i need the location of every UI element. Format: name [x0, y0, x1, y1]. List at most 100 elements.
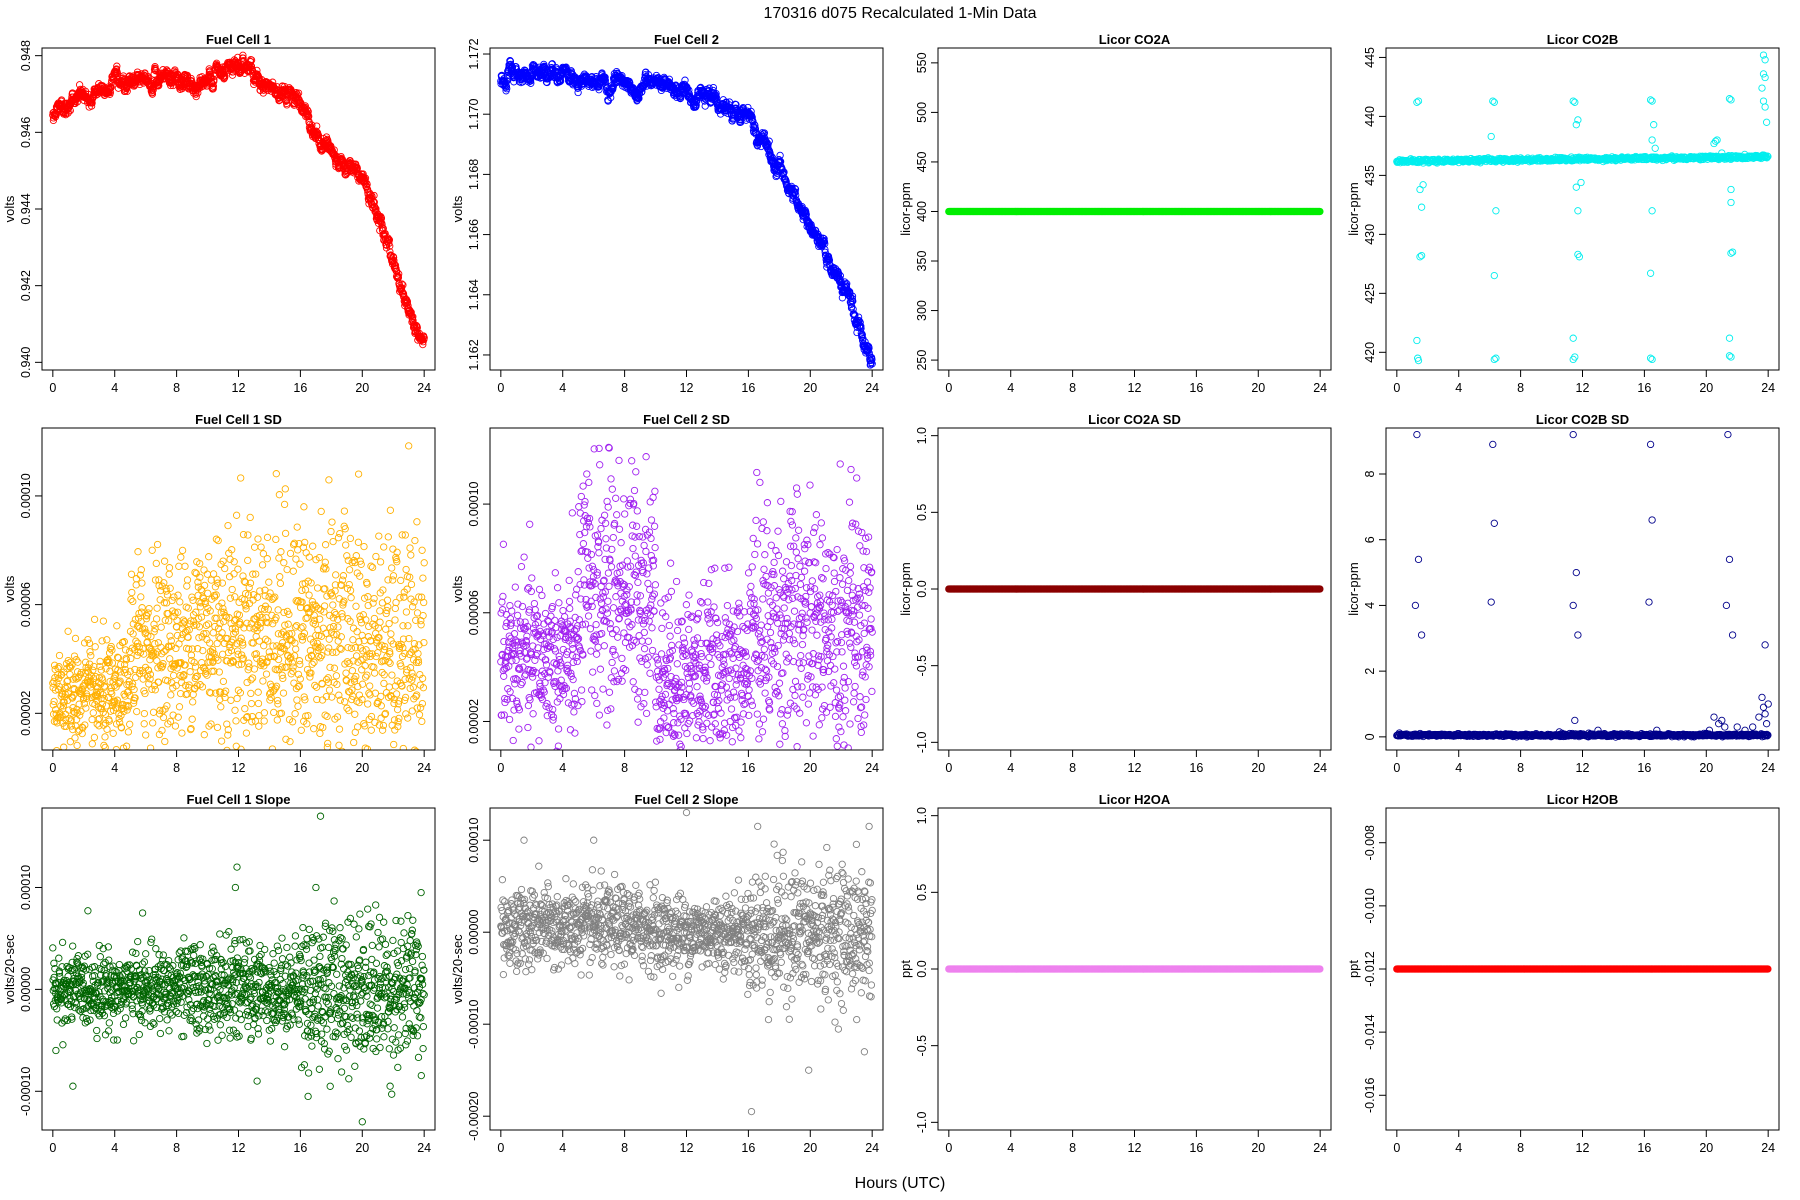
data-point: [185, 645, 193, 653]
data-points: [49, 51, 428, 349]
data-point: [330, 146, 338, 154]
data-point: [169, 711, 177, 719]
data-point: [108, 659, 117, 667]
data-point: [173, 70, 182, 78]
data-point: [140, 650, 148, 658]
data-point: [175, 703, 184, 711]
data-point: [174, 608, 182, 616]
data-point: [825, 256, 834, 265]
data-point: [185, 626, 193, 634]
data-point: [165, 564, 174, 572]
data-point: [273, 83, 281, 91]
data-point: [155, 82, 163, 90]
y-tick-label: 1.172: [467, 38, 481, 69]
y-tick-label: 425: [1363, 283, 1377, 304]
data-point: [167, 637, 175, 645]
data-point: [140, 720, 148, 728]
data-point: [1316, 207, 1324, 216]
data-point: [152, 650, 160, 658]
data-point: [186, 766, 192, 772]
data-point: [149, 652, 157, 660]
data-point: [70, 652, 79, 660]
data-point: [54, 664, 62, 672]
data-point: [123, 706, 131, 714]
data-point: [131, 665, 139, 674]
data-point: [183, 582, 191, 590]
data-point: [847, 293, 855, 301]
x-tick-label: 20: [1699, 381, 1713, 395]
data-point: [192, 92, 200, 101]
y-tick-label: 250: [915, 350, 929, 371]
data-point: [189, 698, 197, 706]
data-point: [191, 568, 199, 577]
data-point: [116, 677, 124, 685]
data-point: [87, 102, 96, 110]
data-point: [193, 682, 201, 690]
data-point: [159, 713, 168, 722]
data-point: [100, 695, 108, 703]
data-point: [96, 662, 104, 671]
data-point: [1492, 207, 1500, 215]
y-tick-label: 435: [1363, 165, 1377, 186]
data-point: [67, 722, 76, 730]
panel-grid: Fuel Cell 10 4 8 12 16 20 240.9400.9420.9440.9…: [2, 32, 1780, 1155]
data-point: [73, 709, 81, 717]
data-point: [153, 604, 161, 612]
data-point: [386, 242, 394, 250]
data-point: [1725, 334, 1734, 342]
data-point: [168, 607, 177, 615]
data-point: [124, 728, 133, 736]
y-tick-label: 440: [1363, 106, 1377, 127]
data-point: [239, 54, 247, 62]
y-tick-label: 300: [915, 300, 929, 321]
data-point: [115, 678, 124, 686]
data-point: [1727, 96, 1735, 104]
data-point: [158, 582, 166, 590]
data-point: [765, 137, 773, 145]
data-point: [150, 757, 156, 763]
data-point: [155, 730, 164, 739]
data-point: [65, 706, 73, 714]
data-point: [176, 598, 184, 606]
data-point: [156, 706, 164, 715]
data-point: [644, 70, 653, 79]
data-point: [109, 729, 117, 737]
data-point: [1725, 95, 1734, 103]
data-point: [821, 240, 829, 248]
x-tick-label: 0: [945, 381, 952, 395]
data-point: [386, 248, 394, 256]
data-point: [90, 615, 99, 624]
data-point: [98, 700, 107, 708]
data-point: [398, 280, 406, 288]
data-point: [1414, 356, 1423, 365]
data-point: [188, 656, 196, 665]
data-point: [151, 640, 159, 648]
data-point: [209, 85, 217, 93]
data-point: [399, 281, 407, 289]
data-point: [53, 746, 61, 750]
data-point: [129, 630, 137, 638]
data-point: [846, 290, 854, 298]
data-point: [116, 668, 125, 676]
data-point: [125, 703, 133, 711]
data-point: [153, 758, 159, 764]
data-point: [55, 663, 63, 671]
panel-fuel-cell-1: Fuel Cell 10 4 8 12 16 20 240.9400.9420.9440.9…: [2, 32, 436, 395]
x-tick-label: 4: [111, 381, 118, 395]
data-point: [748, 113, 756, 121]
data-point: [178, 673, 186, 681]
data-point: [1417, 203, 1426, 211]
y-tick-label: 1.162: [467, 339, 481, 370]
data-point: [195, 634, 203, 642]
data-point: [144, 632, 152, 640]
data-point: [127, 595, 135, 604]
data-point: [101, 743, 109, 750]
data-point: [782, 177, 790, 186]
data-point: [171, 609, 179, 617]
x-tick-label: 12: [1128, 381, 1142, 395]
data-point: [110, 681, 119, 690]
panel-title: Fuel Cell 2: [654, 32, 719, 47]
x-tick-label: 4: [1455, 381, 1462, 395]
y-tick-label: 445: [1363, 47, 1377, 68]
data-point: [85, 681, 93, 689]
